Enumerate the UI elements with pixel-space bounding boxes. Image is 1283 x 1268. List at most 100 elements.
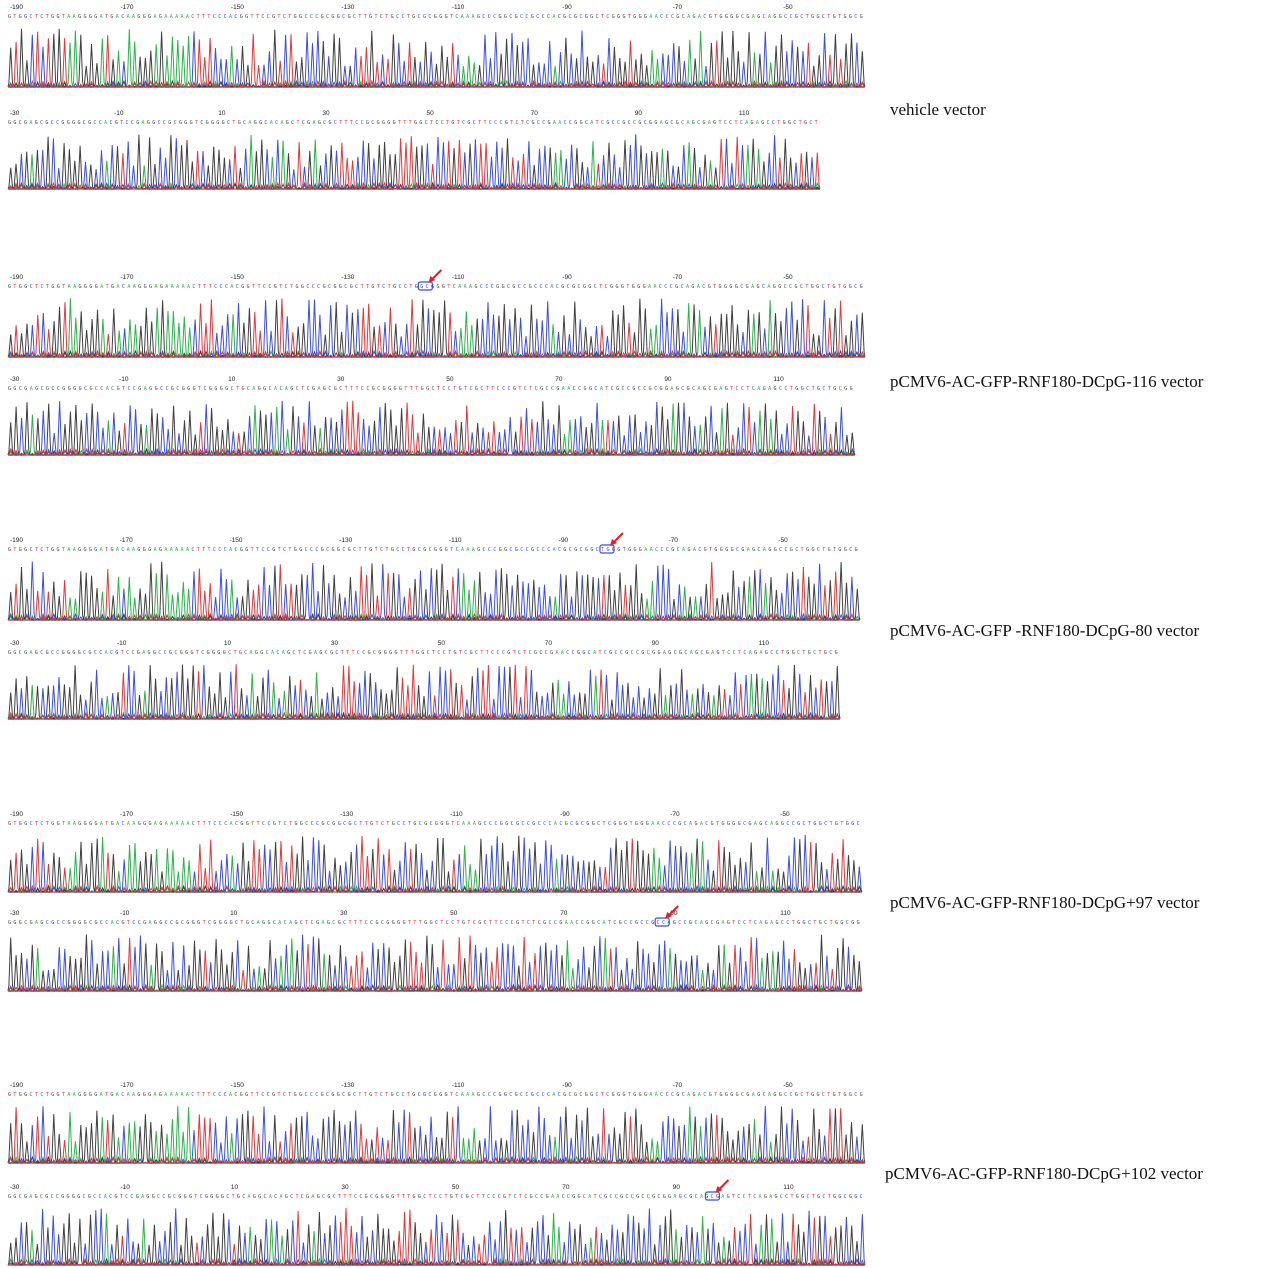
base-call: C <box>203 386 206 392</box>
base-call: C <box>609 1194 612 1200</box>
base-call: A <box>175 1092 178 1098</box>
base-call: T <box>13 1092 16 1098</box>
base-call: G <box>89 821 92 827</box>
base-call: T <box>35 1092 38 1098</box>
base-call: C <box>770 650 773 656</box>
base-call: A <box>698 1092 701 1098</box>
base-call: C <box>601 120 604 126</box>
base-call: G <box>421 650 424 656</box>
base-call: G <box>439 547 442 553</box>
base-call: G <box>714 386 717 392</box>
base-call: C <box>597 920 600 926</box>
base-call: G <box>504 1092 507 1098</box>
base-call: G <box>851 821 854 827</box>
base-call: A <box>770 821 773 827</box>
base-call: T <box>513 650 516 656</box>
base-call: G <box>446 821 449 827</box>
base-call: G <box>337 1092 340 1098</box>
base-call: C <box>509 14 512 20</box>
base-call: T <box>289 821 292 827</box>
base-call: C <box>784 284 787 290</box>
base-call: T <box>799 120 802 126</box>
base-call: C <box>671 1092 674 1098</box>
base-call: C <box>121 547 124 553</box>
base-call: G <box>321 1092 324 1098</box>
base-call: G <box>349 821 352 827</box>
base-call: C <box>121 1092 124 1098</box>
base-call: A <box>749 650 752 656</box>
position-tick-label: 50 <box>446 376 454 383</box>
base-call: T <box>236 386 239 392</box>
base-call: G <box>57 547 60 553</box>
base-call: C <box>262 821 265 827</box>
base-call: G <box>185 650 188 656</box>
base-call: G <box>272 1092 275 1098</box>
base-call: T <box>437 386 440 392</box>
base-call: A <box>180 14 183 20</box>
position-tick-label: -30 <box>10 640 20 647</box>
base-call: T <box>388 284 391 290</box>
trace-t <box>7 31 866 89</box>
base-call: A <box>30 386 33 392</box>
base-call: G <box>287 650 290 656</box>
base-call: T <box>480 650 483 656</box>
base-call: G <box>673 920 676 926</box>
base-call: G <box>644 1092 647 1098</box>
base-call: G <box>222 120 225 126</box>
base-call: G <box>643 284 646 290</box>
base-call: C <box>488 547 491 553</box>
position-tick-label: -130 <box>341 274 354 281</box>
position-tick-label: -70 <box>673 4 683 11</box>
base-call: C <box>95 386 98 392</box>
base-call: G <box>392 821 395 827</box>
base-call: G <box>255 650 258 656</box>
base-call: T <box>828 1194 831 1200</box>
base-call: G <box>612 1092 615 1098</box>
base-call: C <box>793 120 796 126</box>
base-call: C <box>40 1092 43 1098</box>
base-call: A <box>698 14 701 20</box>
base-call: T <box>364 14 367 20</box>
base-call: A <box>141 1194 144 1200</box>
base-call: C <box>126 650 129 656</box>
base-call: C <box>608 821 611 827</box>
base-call: T <box>350 120 353 126</box>
base-call: C <box>219 821 222 827</box>
base-call: G <box>240 14 243 20</box>
base-call: G <box>590 1092 593 1098</box>
position-tick-label: -170 <box>120 1082 133 1089</box>
base-call: C <box>581 821 584 827</box>
base-call: T <box>13 14 16 20</box>
base-call: G <box>89 386 92 392</box>
base-call: G <box>253 1194 256 1200</box>
base-call: G <box>412 14 415 20</box>
base-call: C <box>435 120 438 126</box>
base-call: G <box>211 120 214 126</box>
base-call: C <box>494 821 497 827</box>
base-call: G <box>51 920 54 926</box>
base-call: T <box>398 120 401 126</box>
position-tick-label: -70 <box>673 274 683 281</box>
base-call: C <box>762 284 765 290</box>
base-call: C <box>817 547 820 553</box>
base-call: A <box>154 14 157 20</box>
base-call: C <box>489 120 492 126</box>
base-call: C <box>662 920 665 926</box>
base-call: T <box>409 284 412 290</box>
base-call: G <box>61 120 64 126</box>
base-call: T <box>830 821 833 827</box>
base-call: T <box>385 1092 388 1098</box>
base-call: C <box>502 650 505 656</box>
base-call: G <box>574 547 577 553</box>
base-call: C <box>381 920 384 926</box>
base-call: C <box>643 386 646 392</box>
base-call: C <box>670 284 673 290</box>
base-call: C <box>310 14 313 20</box>
base-call: C <box>569 547 572 553</box>
base-call: G <box>397 920 400 926</box>
base-call: C <box>234 547 237 553</box>
base-call: G <box>604 1194 607 1200</box>
base-call: T <box>62 547 65 553</box>
